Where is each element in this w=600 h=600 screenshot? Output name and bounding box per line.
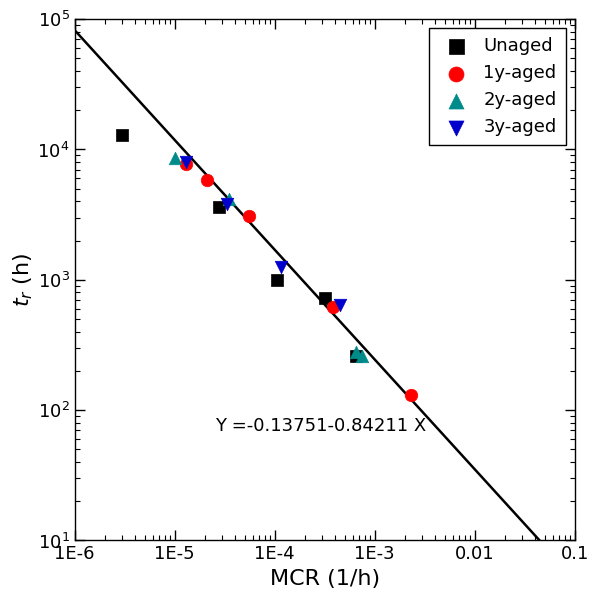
1y-aged bbox=[181, 159, 191, 169]
X-axis label: MCR (1/h): MCR (1/h) bbox=[269, 569, 380, 589]
1y-aged bbox=[406, 391, 416, 400]
3y-aged bbox=[181, 157, 191, 167]
Y-axis label: $t_r$ (h): $t_r$ (h) bbox=[11, 253, 35, 307]
1y-aged bbox=[244, 211, 254, 221]
Unaged bbox=[215, 203, 224, 212]
2y-aged bbox=[358, 351, 367, 361]
2y-aged bbox=[224, 194, 234, 203]
Unaged bbox=[351, 351, 361, 361]
2y-aged bbox=[170, 153, 179, 163]
1y-aged bbox=[202, 176, 212, 185]
3y-aged bbox=[335, 300, 345, 310]
3y-aged bbox=[276, 262, 286, 272]
Text: Y =-0.13751-0.84211 X: Y =-0.13751-0.84211 X bbox=[215, 417, 426, 435]
Unaged bbox=[320, 293, 330, 303]
Unaged bbox=[272, 275, 281, 284]
Unaged bbox=[118, 130, 127, 139]
1y-aged bbox=[328, 302, 337, 311]
Legend: Unaged, 1y-aged, 2y-aged, 3y-aged: Unaged, 1y-aged, 2y-aged, 3y-aged bbox=[429, 28, 566, 145]
2y-aged bbox=[351, 347, 361, 356]
3y-aged bbox=[222, 199, 232, 209]
